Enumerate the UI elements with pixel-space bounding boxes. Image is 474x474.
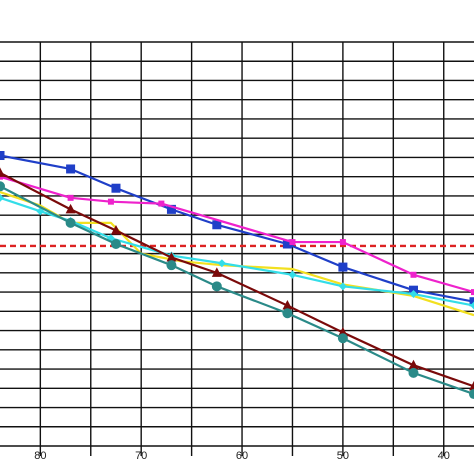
data-point-diamond <box>0 193 4 202</box>
data-point-triangle <box>0 167 5 177</box>
x-tick-label: 50 <box>337 450 349 462</box>
data-point-square <box>111 183 121 193</box>
data-point-circle <box>166 260 177 271</box>
series-2-line <box>0 175 474 294</box>
data-point-diamond <box>217 259 226 268</box>
data-point-square <box>471 289 474 296</box>
x-tick-label: 60 <box>236 450 248 462</box>
data-point-circle <box>408 367 419 378</box>
data-point-circle <box>0 181 5 192</box>
data-point-circle <box>337 333 348 344</box>
data-point-triangle <box>408 359 419 370</box>
data-point-circle <box>211 281 222 292</box>
x-tick-label: 40 <box>438 450 450 462</box>
data-point-square <box>107 198 114 205</box>
data-point-square <box>339 239 346 246</box>
grid-lines <box>0 41 474 456</box>
data-point-square <box>0 151 5 161</box>
data-point-triangle <box>65 203 76 214</box>
data-point-diamond <box>470 301 474 310</box>
data-point-square <box>166 204 176 214</box>
data-point-triangle <box>166 251 177 262</box>
x-tick-labels: 80 70 60 50 40 <box>34 450 450 462</box>
data-point-square <box>66 164 76 174</box>
data-point-square <box>158 200 165 207</box>
x-tick-label: 70 <box>135 450 147 462</box>
data-point-circle <box>110 239 121 249</box>
x-tick-label: 80 <box>34 450 46 462</box>
data-point-diamond <box>288 270 297 279</box>
data-point-square <box>212 220 222 230</box>
data-point-diamond <box>338 282 347 291</box>
series-6 <box>0 181 474 400</box>
data-point-square <box>338 262 348 272</box>
data-point-diamond <box>409 290 418 299</box>
series-group <box>0 151 474 400</box>
data-point-square <box>289 239 296 246</box>
data-point-circle <box>469 389 474 400</box>
data-point-triangle <box>110 225 121 235</box>
data-point-circle <box>282 308 293 319</box>
data-point-square <box>410 271 417 278</box>
data-point-square <box>469 297 474 307</box>
data-point-square <box>282 239 292 249</box>
data-point-square <box>67 194 74 201</box>
data-point-circle <box>65 217 76 228</box>
data-point-triangle <box>211 267 222 277</box>
data-point-triangle <box>282 300 293 310</box>
data-point-triangle <box>469 380 474 391</box>
